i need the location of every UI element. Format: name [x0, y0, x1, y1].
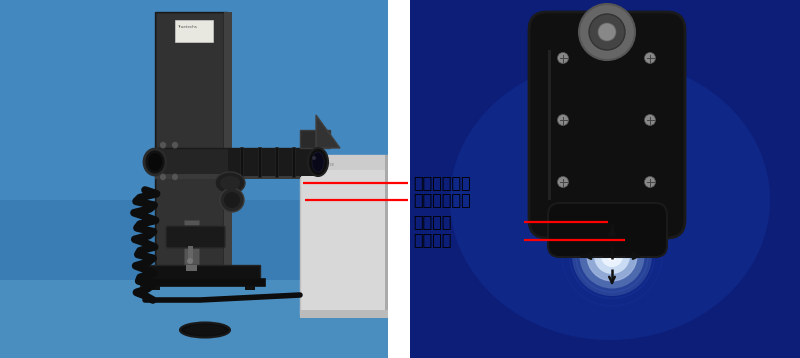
Ellipse shape [215, 172, 245, 194]
Ellipse shape [579, 223, 645, 289]
Text: Truetechs: Truetechs [308, 162, 335, 167]
Ellipse shape [312, 152, 324, 172]
Ellipse shape [450, 60, 770, 340]
Polygon shape [316, 115, 340, 148]
Ellipse shape [601, 245, 623, 267]
Bar [222, 181, 230, 185]
Circle shape [159, 174, 166, 180]
FancyBboxPatch shape [529, 12, 685, 238]
Bar [155, 148, 300, 176]
Bar [300, 155, 390, 170]
Circle shape [159, 141, 166, 149]
Circle shape [220, 188, 244, 212]
Circle shape [171, 174, 178, 180]
Circle shape [187, 258, 193, 264]
Bar [0, 0, 390, 200]
Text: 垂直调节旋钮: 垂直调节旋钮 [413, 175, 470, 190]
Bar [184, 220, 199, 285]
Bar [0, 0, 390, 358]
Bar [157, 14, 223, 265]
Bar [145, 265, 260, 283]
Circle shape [645, 115, 655, 126]
Circle shape [224, 192, 240, 208]
FancyBboxPatch shape [166, 226, 225, 248]
Bar [300, 155, 390, 315]
Circle shape [645, 53, 655, 63]
Bar [258, 147, 261, 177]
Bar [0, 280, 390, 358]
Text: 水平方向: 水平方向 [413, 232, 451, 247]
Circle shape [589, 14, 625, 50]
Text: 垂直方向: 垂直方向 [413, 214, 451, 229]
Bar [188, 246, 193, 261]
Bar [245, 286, 255, 290]
Ellipse shape [587, 231, 637, 281]
Circle shape [558, 115, 569, 126]
FancyBboxPatch shape [548, 203, 667, 257]
Circle shape [579, 4, 635, 60]
Ellipse shape [308, 148, 328, 176]
Circle shape [171, 141, 178, 149]
Ellipse shape [144, 149, 166, 175]
Bar [175, 20, 213, 42]
Bar [224, 12, 232, 267]
Bar [300, 310, 390, 318]
Ellipse shape [220, 176, 240, 190]
Bar [186, 265, 197, 271]
Bar [155, 12, 227, 267]
Bar [228, 148, 318, 176]
Ellipse shape [180, 323, 230, 338]
Bar [410, 0, 800, 358]
Bar [548, 50, 551, 200]
Text: Truetechs: Truetechs [177, 25, 197, 29]
Bar [155, 174, 300, 179]
Ellipse shape [148, 153, 162, 171]
Bar [150, 286, 160, 290]
Ellipse shape [185, 324, 225, 335]
Polygon shape [300, 130, 330, 148]
Circle shape [558, 176, 569, 188]
Text: 水平调节旋钮: 水平调节旋钮 [413, 193, 470, 208]
Ellipse shape [312, 156, 316, 160]
Bar [140, 278, 265, 286]
Bar [388, 0, 410, 358]
Ellipse shape [594, 238, 630, 274]
Bar [223, 198, 232, 202]
Circle shape [598, 23, 616, 41]
Ellipse shape [572, 216, 652, 296]
Bar [275, 147, 278, 177]
Bar [240, 147, 243, 177]
Circle shape [645, 176, 655, 188]
Bar [385, 155, 390, 315]
Ellipse shape [607, 251, 617, 261]
Bar [292, 147, 295, 177]
Circle shape [558, 53, 569, 63]
